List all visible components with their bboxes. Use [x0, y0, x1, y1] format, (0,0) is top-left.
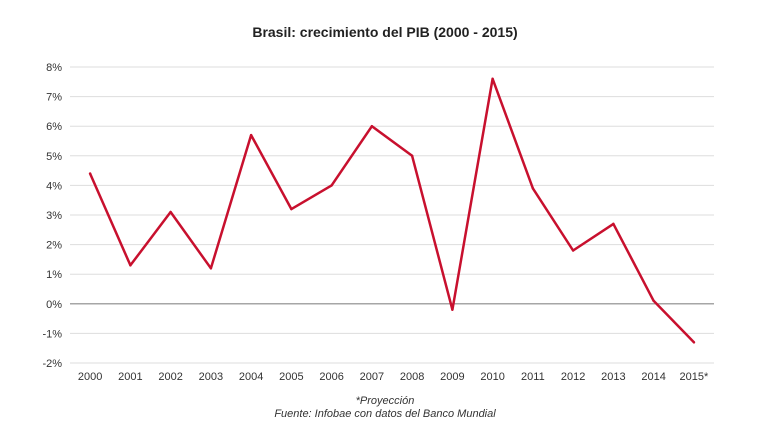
- data-point: [491, 77, 494, 81]
- data-point: [692, 341, 696, 344]
- data-point: [290, 207, 293, 211]
- x-tick-label: 2006: [319, 371, 343, 383]
- x-tick-label: 2014: [641, 371, 665, 383]
- data-point: [652, 299, 655, 303]
- data-point: [129, 264, 132, 267]
- x-tick-label: 2000: [78, 371, 102, 383]
- data-point: [209, 267, 213, 270]
- x-tick-label: 2005: [279, 371, 303, 383]
- data-point: [370, 125, 374, 128]
- y-tick-label: -2%: [42, 358, 62, 370]
- x-tick-label: 2015*: [679, 371, 708, 383]
- y-tick-label: 7%: [46, 92, 62, 104]
- gridlines: [70, 66, 714, 364]
- x-tick-label: 2007: [360, 371, 384, 383]
- x-tick-label: 2003: [199, 371, 223, 383]
- y-tick-label: 6%: [46, 121, 62, 133]
- y-tick-label: 1%: [46, 269, 62, 281]
- y-tick-label: 8%: [46, 62, 62, 74]
- data-point: [612, 222, 615, 226]
- x-tick-label: 2011: [521, 371, 545, 383]
- y-tick-label: 0%: [46, 299, 62, 311]
- x-tick-label: 2004: [239, 371, 263, 383]
- x-tick-label: 2002: [158, 371, 182, 383]
- y-axis-ticks: -2% -1% 0% 1% 2% 3% 4% 5% 6% 7% 8%: [42, 62, 62, 370]
- x-tick-label: 2010: [480, 371, 504, 383]
- y-tick-label: 2%: [46, 240, 62, 252]
- data-point: [451, 308, 454, 311]
- x-tick-label: 2001: [118, 371, 142, 383]
- series: [88, 77, 696, 344]
- x-tick-label: 2013: [601, 371, 625, 383]
- data-point: [531, 187, 535, 190]
- x-tick-label: 2012: [561, 371, 585, 383]
- chart-title: Brasil: crecimiento del PIB (2000 - 2015…: [252, 24, 518, 40]
- x-tick-label: 2008: [400, 371, 424, 383]
- footnote: *Proyección Fuente: Infobae con datos de…: [0, 395, 770, 421]
- x-axis-ticks: 2000 2001 2002 2003 2004 2005 2006 2007 2008 2009…: [78, 371, 709, 383]
- data-point: [169, 210, 172, 214]
- data-point: [249, 133, 253, 137]
- y-tick-label: -1%: [42, 328, 62, 340]
- y-tick-label: 3%: [46, 210, 62, 222]
- data-point: [88, 172, 92, 175]
- y-tick-label: 5%: [46, 151, 62, 163]
- series-line: [88, 77, 696, 344]
- x-tick-label: 2009: [440, 371, 464, 383]
- source-note: Fuente: Infobae con datos del Banco Mund…: [274, 408, 496, 420]
- projection-note: *Proyección: [355, 395, 415, 407]
- y-tick-label: 4%: [46, 180, 62, 192]
- data-point: [330, 184, 333, 187]
- data-point: [571, 249, 575, 252]
- data-point: [410, 154, 414, 157]
